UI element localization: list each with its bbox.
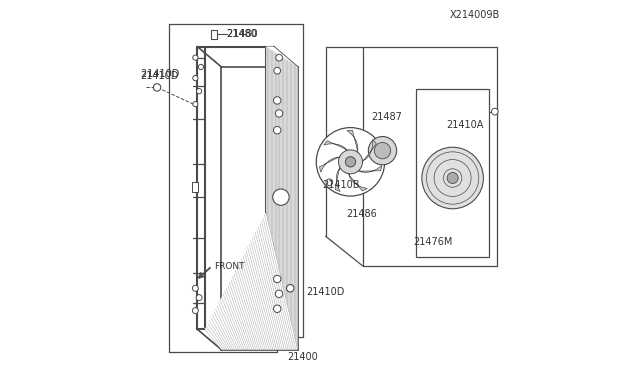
- Text: 21410A: 21410A: [447, 120, 484, 129]
- Circle shape: [198, 64, 204, 70]
- Circle shape: [273, 305, 281, 312]
- Text: 21487: 21487: [371, 112, 402, 122]
- Circle shape: [193, 76, 198, 81]
- Circle shape: [193, 308, 198, 314]
- Text: 21486: 21486: [346, 209, 377, 219]
- Circle shape: [276, 54, 282, 61]
- Circle shape: [154, 84, 161, 91]
- Bar: [191, 182, 198, 192]
- Bar: [416, 89, 489, 257]
- Text: 21476M: 21476M: [413, 237, 452, 247]
- Text: X214009B: X214009B: [450, 10, 500, 20]
- Polygon shape: [347, 172, 367, 191]
- Text: 2148 0: 2148 0: [227, 29, 258, 39]
- Text: 2141 0D: 2141 0D: [141, 70, 179, 79]
- Circle shape: [374, 142, 390, 159]
- Circle shape: [273, 97, 281, 104]
- Circle shape: [275, 290, 283, 298]
- Circle shape: [193, 55, 198, 60]
- Circle shape: [339, 150, 362, 174]
- Polygon shape: [356, 165, 382, 172]
- Circle shape: [316, 128, 385, 196]
- Circle shape: [326, 179, 333, 186]
- Text: FRONT: FRONT: [214, 262, 244, 271]
- Circle shape: [193, 102, 198, 107]
- Bar: [211, 30, 217, 39]
- Circle shape: [193, 285, 198, 291]
- Polygon shape: [347, 131, 358, 154]
- Text: 21410B: 21410B: [322, 180, 360, 190]
- Polygon shape: [362, 140, 376, 163]
- Circle shape: [274, 67, 280, 74]
- Polygon shape: [266, 46, 298, 350]
- Circle shape: [196, 295, 202, 301]
- Text: 21410D: 21410D: [141, 71, 179, 81]
- Circle shape: [447, 173, 458, 183]
- Text: 21410D: 21410D: [306, 287, 344, 297]
- Circle shape: [273, 189, 289, 205]
- Polygon shape: [335, 165, 341, 192]
- Polygon shape: [205, 212, 298, 350]
- Polygon shape: [319, 156, 341, 172]
- Circle shape: [275, 110, 283, 117]
- Circle shape: [422, 147, 483, 209]
- Circle shape: [273, 275, 281, 283]
- Text: 21480: 21480: [227, 29, 257, 39]
- Circle shape: [492, 108, 498, 115]
- Circle shape: [287, 285, 294, 292]
- Polygon shape: [324, 141, 349, 151]
- Circle shape: [369, 137, 397, 165]
- Circle shape: [273, 126, 281, 134]
- Circle shape: [196, 89, 202, 94]
- Text: 21400: 21400: [287, 352, 318, 362]
- Circle shape: [346, 157, 356, 167]
